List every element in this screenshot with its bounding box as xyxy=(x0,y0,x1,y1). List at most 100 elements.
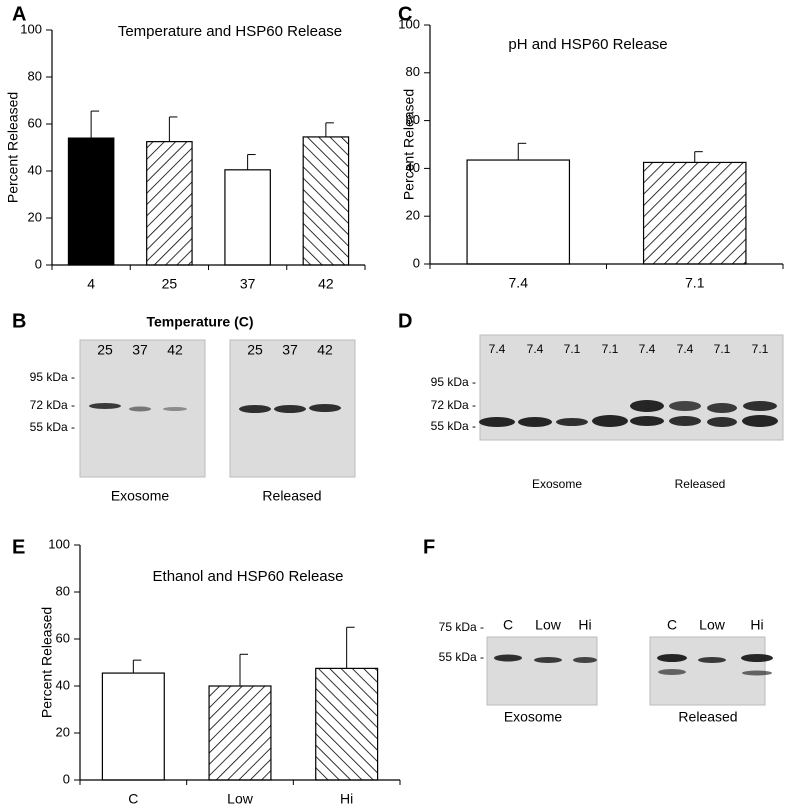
blot-band xyxy=(556,418,588,426)
blot-band xyxy=(658,669,686,675)
y-axis-label: Percent Released xyxy=(401,89,417,200)
blot-band xyxy=(309,404,341,412)
lane-label: 7.1 xyxy=(564,342,581,356)
y-tick-label: 80 xyxy=(56,583,70,598)
y-tick-label: 0 xyxy=(35,256,42,271)
bar xyxy=(315,667,379,781)
chart-title: Temperature and HSP60 Release xyxy=(118,23,342,40)
blot-band xyxy=(630,400,664,412)
blot-caption: Exosome xyxy=(532,477,582,491)
blot-band xyxy=(698,657,726,663)
y-tick-label: 60 xyxy=(56,630,70,645)
marker-label: 72 kDa - xyxy=(30,398,75,412)
lane-label: 7.4 xyxy=(639,342,656,356)
bar xyxy=(302,136,350,266)
y-tick-label: 20 xyxy=(406,208,420,223)
blot-band xyxy=(592,415,628,427)
marker-label: 75 kDa - xyxy=(439,620,484,634)
blot-band xyxy=(742,670,772,676)
lane-label: 7.4 xyxy=(527,342,544,356)
lane-label: Low xyxy=(535,617,562,633)
blot-title: Temperature (C) xyxy=(146,314,253,330)
blot-band xyxy=(743,401,777,411)
lane-label: Low xyxy=(699,617,726,633)
blot-caption: Released xyxy=(262,488,321,504)
x-tick-label: 42 xyxy=(318,276,334,292)
y-tick-label: 0 xyxy=(413,255,420,270)
x-tick-label: Low xyxy=(227,791,254,805)
blot-band xyxy=(630,416,664,426)
lane-label: 42 xyxy=(317,342,333,358)
x-tick-label: 4 xyxy=(87,276,95,292)
y-tick-label: 0 xyxy=(63,771,70,786)
marker-label: 55 kDa - xyxy=(30,420,75,434)
blot-caption: Exosome xyxy=(504,709,563,725)
blot-caption: Exosome xyxy=(111,488,170,504)
lane-label: 37 xyxy=(132,342,148,358)
panel-letter: B xyxy=(12,310,26,332)
blot-caption: Released xyxy=(678,709,737,725)
y-tick-label: 40 xyxy=(406,160,420,175)
lane-label: 7.4 xyxy=(677,342,694,356)
blot-band xyxy=(163,407,187,411)
panel-letter: F xyxy=(423,536,435,558)
y-tick-label: 80 xyxy=(406,64,420,79)
marker-label: 95 kDa - xyxy=(431,375,476,389)
x-tick-label: Hi xyxy=(340,791,353,805)
y-tick-label: 20 xyxy=(56,724,70,739)
blot-band xyxy=(669,416,701,426)
bar xyxy=(208,685,272,781)
y-tick-label: 100 xyxy=(398,16,420,31)
panel-letter: A xyxy=(12,3,26,25)
lane-label: C xyxy=(503,617,513,633)
y-tick-label: 100 xyxy=(48,536,70,551)
blot-band xyxy=(707,417,737,427)
bar xyxy=(146,141,193,266)
x-tick-label: C xyxy=(128,791,138,805)
chart-title: pH and HSP60 Release xyxy=(508,36,667,53)
lane-label: 7.1 xyxy=(602,342,619,356)
blot-band xyxy=(534,657,562,663)
lane-label: 42 xyxy=(167,342,183,358)
lane-label: Hi xyxy=(750,617,763,633)
chart-title: Ethanol and HSP60 Release xyxy=(153,568,344,585)
bar xyxy=(466,159,571,265)
y-axis-label: Percent Released xyxy=(39,607,55,718)
y-tick-label: 60 xyxy=(406,112,420,127)
blot-caption: Released xyxy=(675,477,726,491)
marker-label: 72 kDa - xyxy=(431,398,476,412)
lane-label: 7.1 xyxy=(714,342,731,356)
y-axis-label: Percent Released xyxy=(5,92,21,203)
blot-band xyxy=(741,654,773,662)
blot-band xyxy=(518,417,552,427)
panel-letter: C xyxy=(398,3,412,25)
panel-letter: E xyxy=(12,536,25,558)
x-tick-label: 37 xyxy=(240,276,256,292)
panel-letter: D xyxy=(398,310,412,332)
lane-label: 37 xyxy=(282,342,298,358)
blot-band xyxy=(707,403,737,413)
marker-label: 55 kDa - xyxy=(439,650,484,664)
y-tick-label: 60 xyxy=(28,115,42,130)
blot-band xyxy=(479,417,515,427)
y-tick-label: 40 xyxy=(56,677,70,692)
y-tick-label: 80 xyxy=(28,68,42,83)
lane-label: 25 xyxy=(97,342,113,358)
x-tick-label: 25 xyxy=(162,276,178,292)
bar xyxy=(642,161,747,265)
y-tick-label: 20 xyxy=(28,209,42,224)
blot-band xyxy=(239,405,271,413)
y-tick-label: 100 xyxy=(20,21,42,36)
bar xyxy=(101,672,165,781)
lane-label: 25 xyxy=(247,342,263,358)
bar xyxy=(67,137,115,266)
blot-band xyxy=(657,654,687,662)
blot-band xyxy=(494,654,522,662)
blot-band xyxy=(573,657,597,663)
x-tick-label: 7.4 xyxy=(509,275,529,291)
marker-label: 95 kDa - xyxy=(30,370,75,384)
bar xyxy=(224,169,271,266)
y-tick-label: 40 xyxy=(28,162,42,177)
marker-label: 55 kDa - xyxy=(431,419,476,433)
